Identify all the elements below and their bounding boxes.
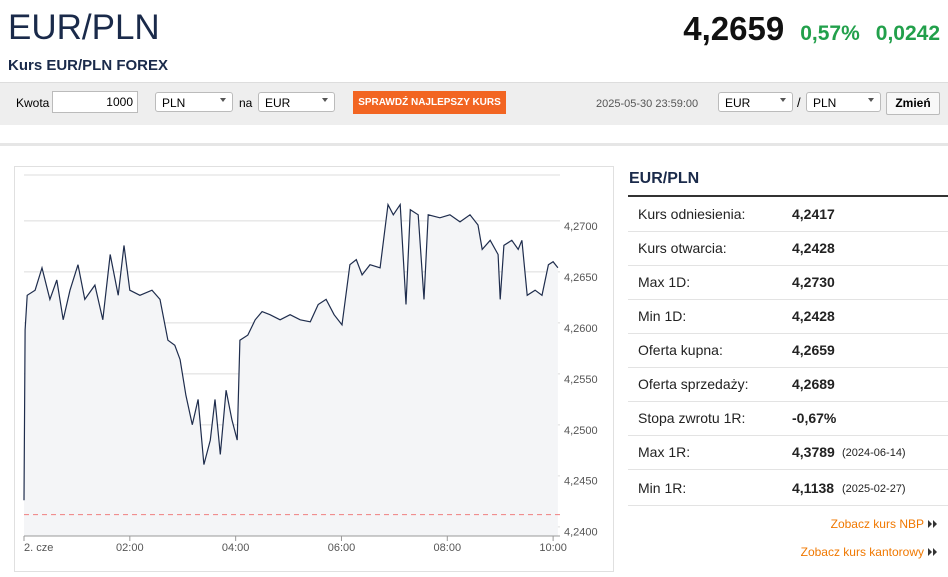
link[interactable]: Zobacz kurs kantorowy <box>800 545 924 559</box>
chart: 4,2400 4,2450 4,2500 4,2550 4,2600 4,2650 4,27… <box>23 174 598 554</box>
x-tick-label: 2. cze <box>24 542 53 554</box>
stats-rule <box>628 195 948 197</box>
chart-frame <box>14 166 614 572</box>
link[interactable]: Zobacz kurs NBP <box>830 517 924 531</box>
change-pct: 0,57% <box>800 22 860 45</box>
row-value: -0,67% <box>792 410 837 426</box>
price: 4,2659 <box>683 10 785 47</box>
separator: / <box>797 95 801 110</box>
row-date: (2024-06-14) <box>842 447 906 459</box>
price-line <box>23 202 559 501</box>
y-tick-label: 4,2500 <box>564 425 598 437</box>
row-date: (2025-02-27) <box>842 483 906 495</box>
timestamp: 2025-05-30 23:59:00 <box>596 98 699 110</box>
amount-label: Kwota <box>16 96 50 110</box>
divider <box>0 143 948 146</box>
row-value: 4,2417 <box>792 206 835 222</box>
arrow <box>928 520 937 528</box>
pair-from-select[interactable]: EUR <box>718 92 793 112</box>
amount-input[interactable]: 1000 <box>52 91 138 113</box>
y-tick-label: 4,2650 <box>564 272 598 284</box>
stats-title: EUR/PLN <box>629 170 700 187</box>
y-tick-label: 4,2600 <box>564 323 598 335</box>
row-value: 4,2659 <box>792 342 835 358</box>
from-select[interactable]: PLN <box>155 92 233 112</box>
x-tick-label: 06:00 <box>328 542 356 554</box>
stats-row: Min 1R: 4,1138 (2025-02-27) <box>628 471 948 506</box>
row-label: Kurs odniesienia: <box>638 206 746 222</box>
stats-row: Max 1R: 4,3789 (2024-06-14) <box>628 435 948 470</box>
row-value: 4,2428 <box>792 240 835 256</box>
y-tick-label: 4,2700 <box>564 221 598 233</box>
row-label: Max 1R: <box>638 444 691 460</box>
row-value: 4,1138 <box>792 480 835 496</box>
row-label: Oferta sprzedaży: <box>638 376 749 392</box>
arrow-icon <box>928 520 937 528</box>
row-value: 4,2689 <box>792 376 835 392</box>
row-label: Stopa zwrotu 1R: <box>638 410 746 426</box>
to-select[interactable]: EUR <box>258 92 335 112</box>
arrow-icon <box>928 548 937 556</box>
stats-row: Oferta kupna: 4,2659 <box>628 333 948 368</box>
pair-to-select[interactable]: PLN <box>806 92 881 112</box>
row-label: Min 1D: <box>638 308 687 324</box>
page-title: EUR/PLN <box>8 8 160 47</box>
change: 0,0242 <box>875 22 940 45</box>
x-tick-label: 04:00 <box>222 542 250 554</box>
check-button[interactable]: SPRAWDŹ NAJLEPSZY KURS <box>353 91 506 114</box>
stats-row: Min 1D: 4,2428 <box>628 299 948 334</box>
stats-row: Max 1D: 4,2730 <box>628 265 948 300</box>
row-label: Max 1D: <box>638 274 691 290</box>
row-label: Min 1R: <box>638 480 687 496</box>
row-label: Oferta kupna: <box>638 342 723 358</box>
row-value: 4,3789 <box>792 444 835 460</box>
subtitle: Kurs EUR/PLN FOREX <box>8 57 169 74</box>
row-value: 4,2730 <box>792 274 835 290</box>
stats-row: Kurs otwarcia: 4,2428 <box>628 231 948 266</box>
y-tick-label: 4,2550 <box>564 374 598 386</box>
x-tick-label: 02:00 <box>116 542 144 554</box>
quote: 4,2659 0,57% 0,0242 <box>683 10 940 48</box>
area <box>24 204 558 536</box>
row-label: Kurs otwarcia: <box>638 240 727 256</box>
y-tick-label: 4,2400 <box>564 527 598 539</box>
row-value: 4,2428 <box>792 308 835 324</box>
x-tick-label: 08:00 <box>434 542 462 554</box>
to-label: na <box>239 96 253 110</box>
stats-row: Stopa zwrotu 1R: -0,67% <box>628 401 948 436</box>
arrow <box>928 548 937 556</box>
y-tick-label: 4,2450 <box>564 476 598 488</box>
x-tick-label: 10:00 <box>539 542 567 554</box>
stats-row: Oferta sprzedaży: 4,2689 <box>628 367 948 402</box>
stats-row: Kurs odniesienia: 4,2417 <box>628 197 948 232</box>
swap-button[interactable]: Zmień <box>886 92 940 115</box>
